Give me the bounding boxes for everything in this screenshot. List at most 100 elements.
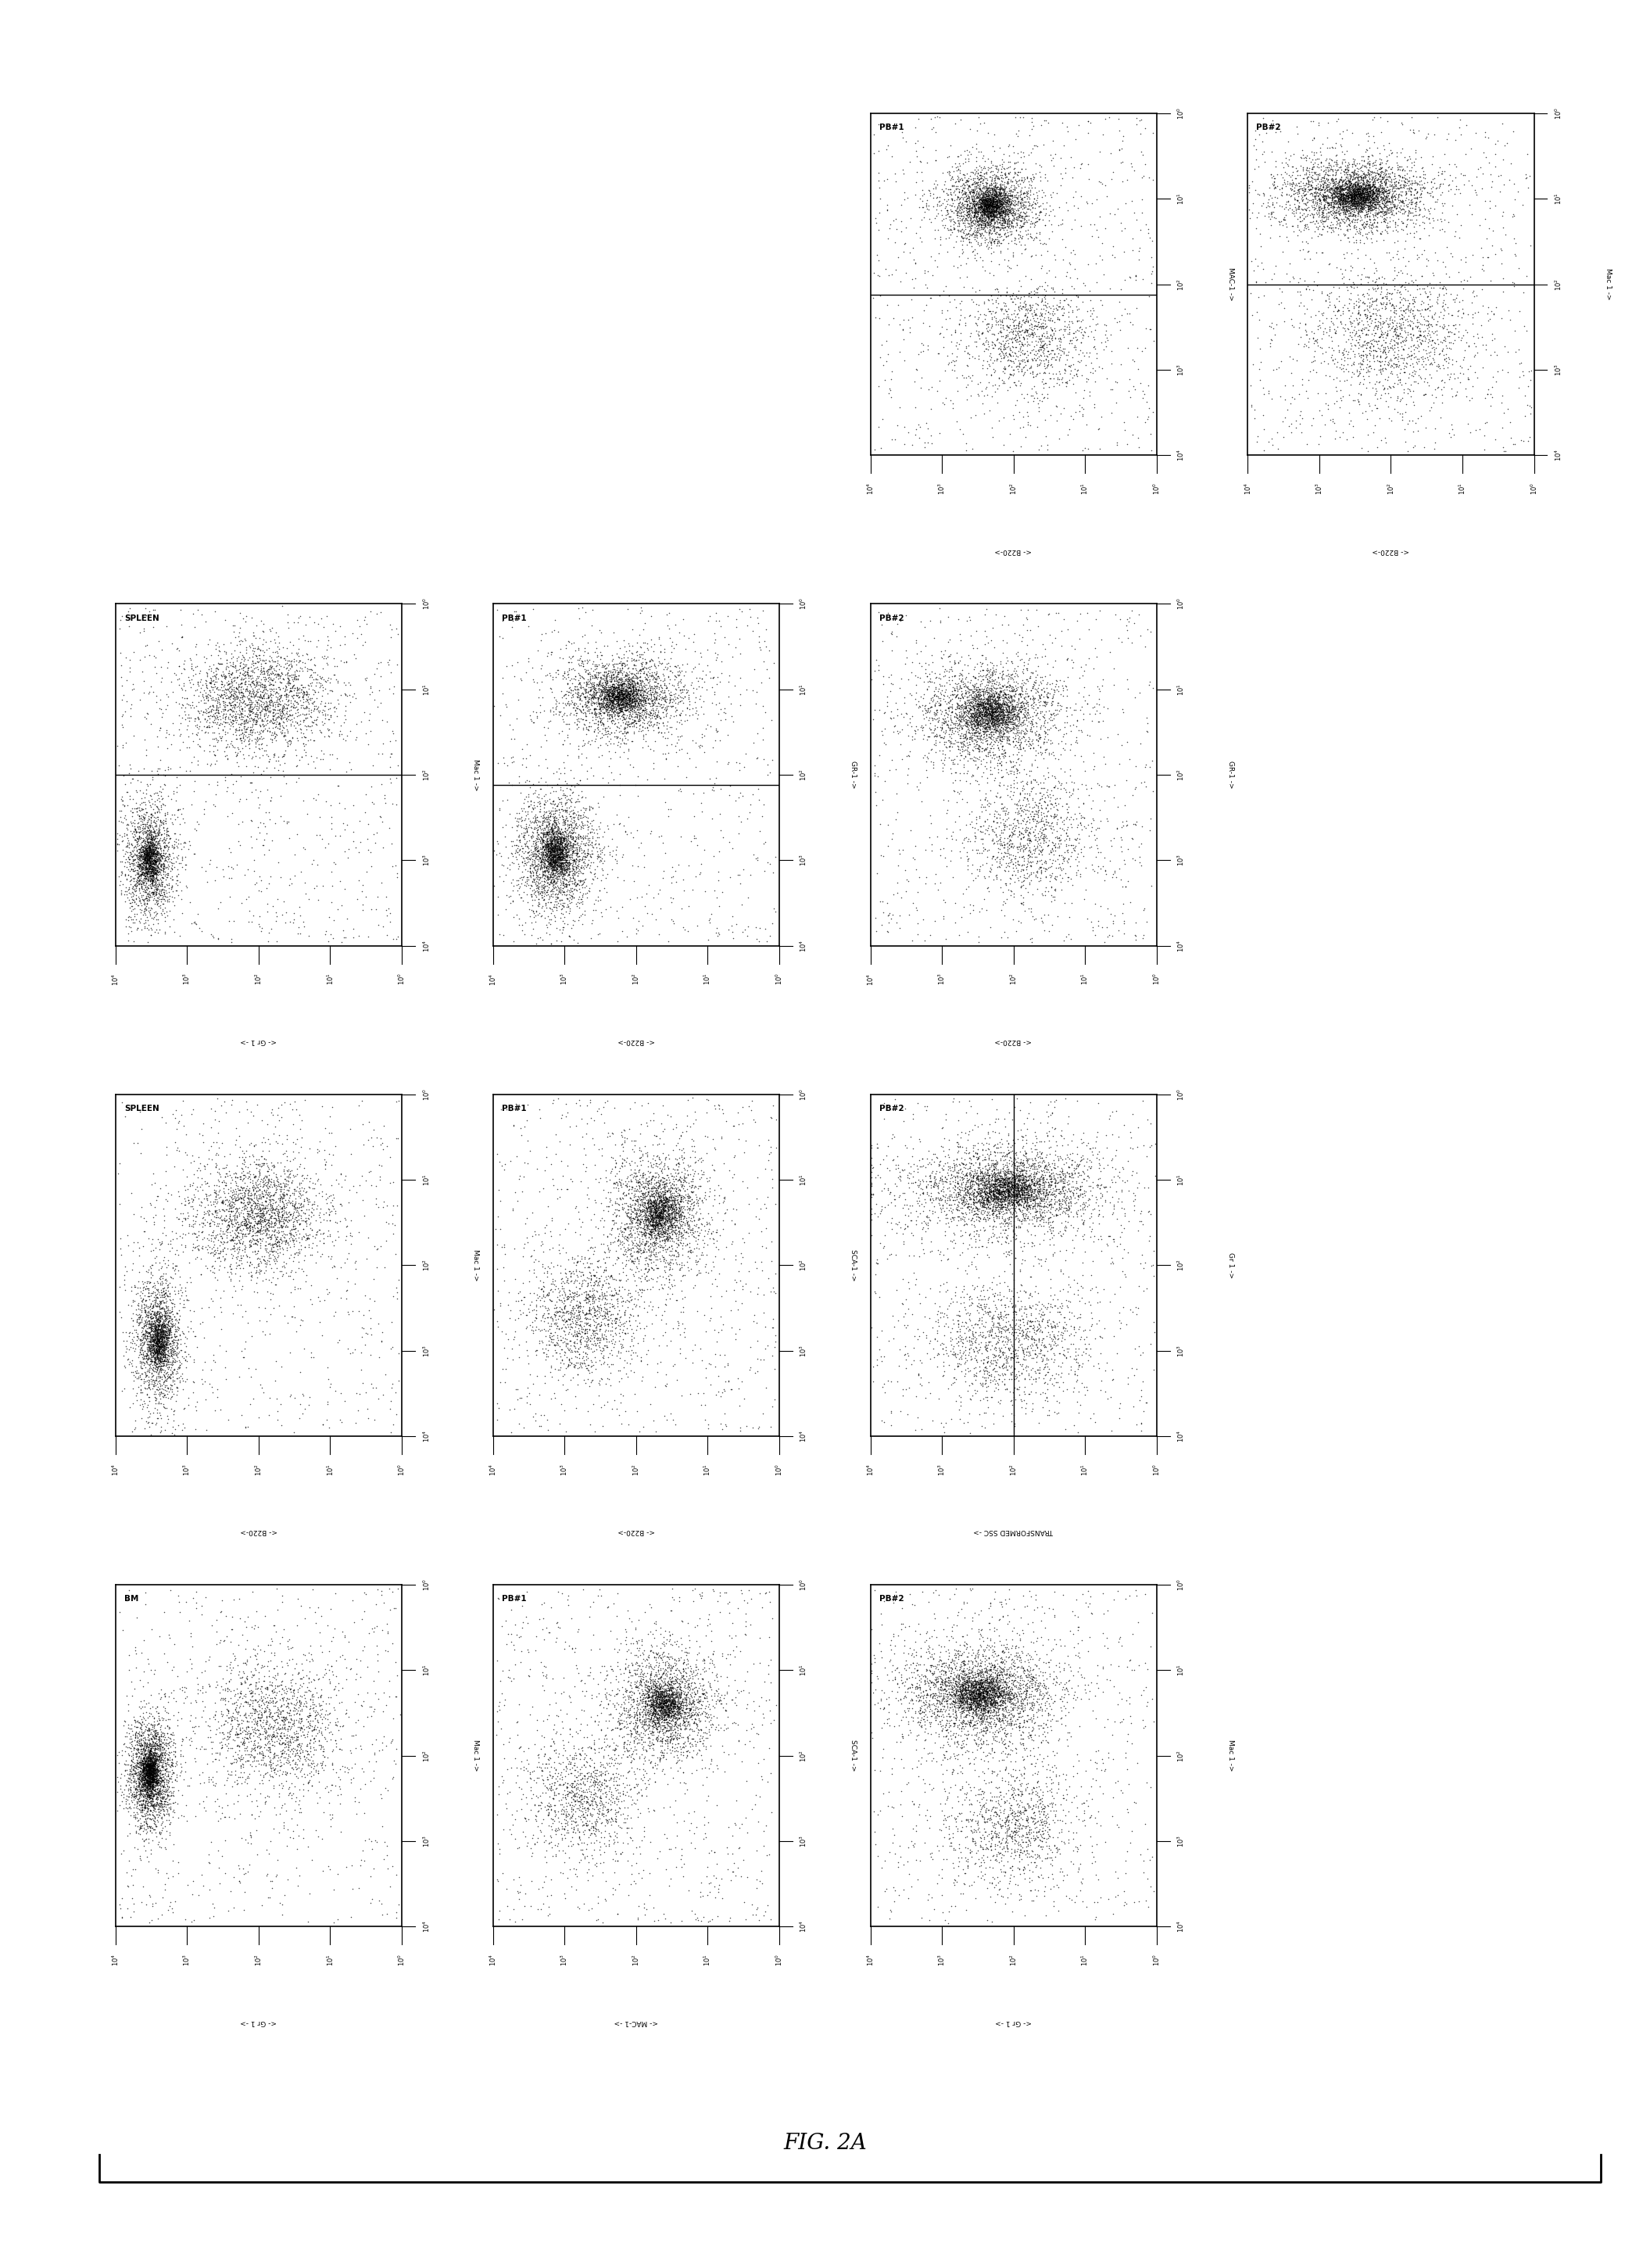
Point — [959, 1365, 985, 1402]
Point — [891, 1681, 917, 1717]
Point — [998, 1179, 1025, 1216]
Point — [1315, 186, 1341, 222]
Point — [957, 1114, 983, 1150]
Point — [936, 1708, 962, 1744]
Point — [949, 236, 975, 272]
Point — [1368, 286, 1394, 322]
Point — [1010, 1708, 1036, 1744]
Point — [978, 186, 1005, 222]
Point — [132, 1336, 158, 1372]
Point — [170, 687, 196, 723]
Point — [686, 1179, 713, 1216]
Point — [1025, 1193, 1051, 1229]
Point — [658, 1685, 685, 1721]
Point — [208, 646, 234, 683]
Point — [142, 1383, 168, 1420]
Point — [954, 1349, 980, 1386]
Point — [962, 1667, 988, 1703]
Point — [271, 1191, 297, 1227]
Point — [1063, 1170, 1089, 1207]
Point — [150, 1762, 177, 1799]
Point — [728, 1236, 754, 1272]
Point — [597, 665, 624, 701]
Point — [939, 1701, 965, 1737]
Point — [142, 1760, 168, 1796]
Point — [1358, 168, 1384, 204]
Point — [967, 1653, 993, 1690]
Point — [992, 735, 1018, 771]
Point — [926, 1683, 952, 1719]
Point — [972, 689, 998, 726]
Point — [647, 1742, 673, 1778]
Point — [1307, 184, 1333, 220]
Point — [985, 1672, 1011, 1708]
Point — [1317, 358, 1343, 395]
Point — [1023, 1635, 1049, 1672]
Point — [1355, 191, 1381, 227]
Point — [983, 803, 1010, 839]
Point — [998, 184, 1025, 220]
Point — [932, 674, 959, 710]
Point — [140, 1327, 167, 1363]
Point — [969, 1665, 995, 1701]
Point — [977, 1168, 1003, 1204]
Point — [1363, 306, 1389, 342]
Point — [863, 200, 889, 236]
Point — [147, 1325, 173, 1361]
Point — [348, 1751, 375, 1787]
Point — [543, 839, 569, 875]
Point — [926, 1168, 952, 1204]
Point — [135, 841, 162, 878]
Point — [980, 1647, 1007, 1683]
Point — [129, 1749, 155, 1785]
Point — [269, 1753, 295, 1789]
Point — [990, 331, 1016, 367]
Point — [1292, 327, 1318, 363]
Point — [644, 1175, 670, 1211]
Point — [205, 671, 231, 708]
Point — [134, 1765, 160, 1801]
Point — [978, 306, 1005, 342]
Point — [1025, 1163, 1051, 1200]
Point — [1007, 1708, 1033, 1744]
Point — [1013, 315, 1040, 352]
Point — [1384, 134, 1411, 170]
Point — [295, 1696, 322, 1733]
Point — [1373, 166, 1399, 202]
Point — [307, 1678, 333, 1715]
Point — [978, 1320, 1005, 1356]
Point — [640, 692, 667, 728]
Point — [988, 177, 1015, 213]
Point — [129, 1733, 155, 1769]
Point — [1011, 1166, 1038, 1202]
Point — [992, 676, 1018, 712]
Point — [614, 1767, 640, 1803]
Point — [950, 1667, 977, 1703]
Point — [985, 694, 1011, 730]
Point — [615, 660, 642, 696]
Point — [280, 678, 307, 714]
Point — [139, 1320, 165, 1356]
Point — [978, 1159, 1005, 1195]
Point — [229, 1161, 256, 1198]
Point — [152, 862, 178, 898]
Point — [987, 746, 1013, 782]
Point — [680, 1583, 706, 1619]
Point — [1086, 1161, 1112, 1198]
Point — [1003, 1198, 1030, 1234]
Point — [205, 1168, 231, 1204]
Point — [1031, 816, 1058, 853]
Point — [1353, 218, 1379, 254]
Point — [967, 1669, 993, 1706]
Point — [124, 864, 150, 900]
Point — [965, 1300, 992, 1336]
Point — [1368, 327, 1394, 363]
Point — [942, 905, 969, 941]
Point — [965, 175, 992, 211]
Point — [945, 204, 972, 240]
Point — [1274, 390, 1300, 426]
Point — [1294, 159, 1320, 195]
Point — [686, 644, 713, 680]
Point — [299, 1676, 325, 1712]
Point — [1340, 170, 1366, 206]
